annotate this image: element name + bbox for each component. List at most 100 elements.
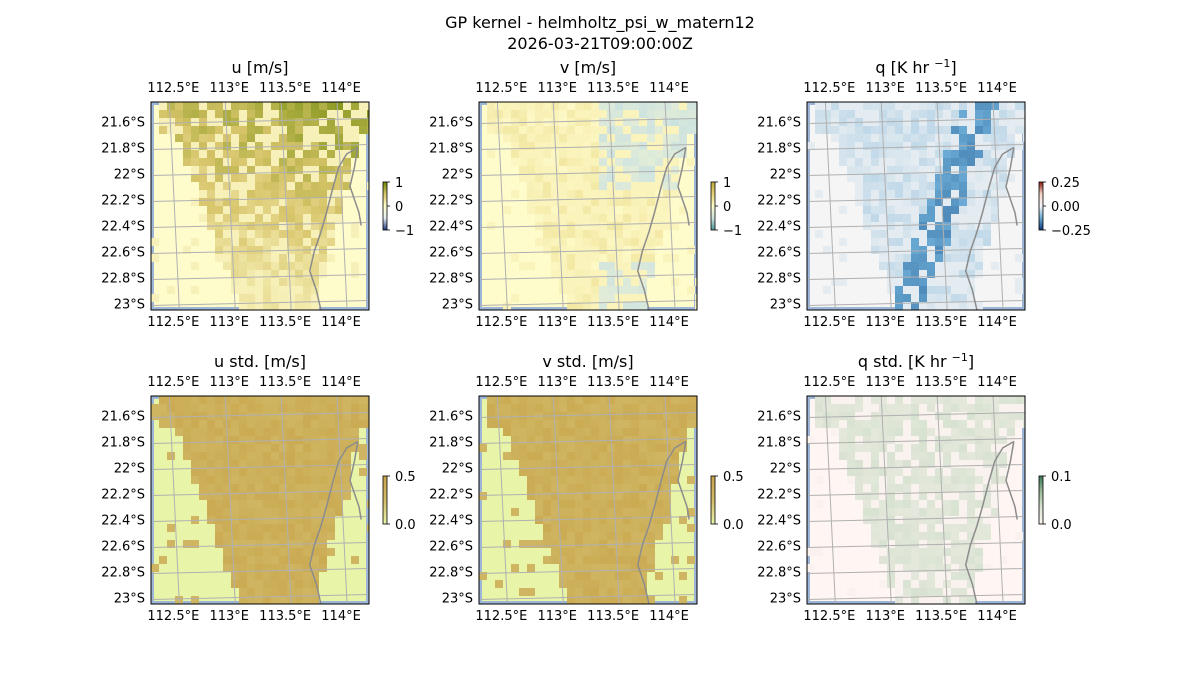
heatmap-cell bbox=[583, 278, 591, 286]
heatmap-cell bbox=[623, 254, 631, 262]
heatmap-cell bbox=[999, 452, 1007, 460]
heatmap-cell bbox=[551, 270, 559, 278]
heatmap-cell bbox=[207, 428, 215, 436]
heatmap-cell bbox=[663, 460, 671, 468]
grid-lat bbox=[807, 274, 1025, 280]
heatmap-cell bbox=[583, 246, 591, 254]
heatmap-cell bbox=[223, 206, 231, 214]
heatmap-cell bbox=[239, 150, 247, 158]
heatmap-cell bbox=[271, 142, 279, 150]
heatmap-cell bbox=[975, 182, 983, 190]
heatmap-cell bbox=[287, 270, 295, 278]
heatmap-cell bbox=[255, 102, 263, 110]
heatmap-cell bbox=[935, 580, 943, 588]
heatmap-cell bbox=[583, 174, 591, 182]
heatmap-cell bbox=[655, 126, 663, 134]
heatmap-cell bbox=[975, 404, 983, 412]
heatmap-cell bbox=[967, 182, 975, 190]
heatmap-cell bbox=[687, 396, 695, 404]
heatmap-cell bbox=[607, 206, 615, 214]
heatmap-cell bbox=[967, 230, 975, 238]
heatmap-cell bbox=[487, 396, 495, 404]
lon-tick-bottom: 114°E bbox=[977, 609, 1017, 624]
heatmap-cell bbox=[655, 412, 663, 420]
heatmap-cell bbox=[887, 460, 895, 468]
heatmap-cell bbox=[559, 246, 567, 254]
heatmap-cell bbox=[519, 396, 527, 404]
heatmap-cell bbox=[303, 548, 311, 556]
heatmap-cell bbox=[575, 484, 583, 492]
heatmap-cell bbox=[911, 532, 919, 540]
heatmap-cell bbox=[687, 556, 695, 564]
heatmap-cell bbox=[543, 142, 551, 150]
heatmap-cell bbox=[871, 468, 879, 476]
heatmap-cell bbox=[311, 118, 319, 126]
heatmap-cell bbox=[607, 222, 615, 230]
heatmap-cell bbox=[591, 294, 599, 302]
heatmap-cell bbox=[559, 278, 567, 286]
heatmap-cell bbox=[567, 516, 575, 524]
heatmap-cell bbox=[935, 508, 943, 516]
heatmap-cell bbox=[639, 532, 647, 540]
heatmap-cell bbox=[263, 404, 271, 412]
heatmap-cell bbox=[903, 230, 911, 238]
colorbar-tick-label: −1 bbox=[723, 224, 742, 239]
heatmap-cell bbox=[591, 102, 599, 110]
heatmap-cell bbox=[671, 190, 679, 198]
heatmap-cell bbox=[687, 286, 695, 294]
heatmap-cell bbox=[887, 564, 895, 572]
heatmap-cell bbox=[999, 428, 1007, 436]
heatmap-cell bbox=[551, 404, 559, 412]
heatmap-cell bbox=[327, 230, 335, 238]
heatmap-cell bbox=[951, 476, 959, 484]
heatmap-cell bbox=[247, 468, 255, 476]
heatmap-cell bbox=[687, 412, 695, 420]
heatmap-cell bbox=[551, 262, 559, 270]
heatmap-cell bbox=[623, 158, 631, 166]
heatmap-cell bbox=[623, 190, 631, 198]
heatmap-cell bbox=[655, 476, 663, 484]
heatmap-cell bbox=[327, 548, 335, 556]
heatmap-cell bbox=[367, 126, 369, 134]
heatmap-cell bbox=[919, 492, 927, 500]
heatmap-cell bbox=[263, 476, 271, 484]
heatmap-cell bbox=[959, 286, 967, 294]
heatmap-cell bbox=[903, 278, 911, 286]
heatmap-cell bbox=[887, 102, 895, 110]
heatmap-cell bbox=[623, 222, 631, 230]
heatmap-cell bbox=[599, 588, 607, 596]
lon-tick-bottom: 113.5°E bbox=[915, 315, 967, 330]
heatmap-cell bbox=[967, 532, 975, 540]
heatmap-cell bbox=[839, 102, 847, 110]
heatmap-cell bbox=[199, 484, 207, 492]
heatmap-cell bbox=[959, 516, 967, 524]
heatmap-cell bbox=[599, 126, 607, 134]
heatmap-v bbox=[479, 102, 697, 310]
heatmap-cell bbox=[639, 166, 647, 174]
heatmap-cell bbox=[871, 134, 879, 142]
heatmap-cell bbox=[1007, 444, 1015, 452]
heatmap-cell bbox=[615, 126, 623, 134]
heatmap-cell bbox=[927, 206, 935, 214]
heatmap-cell bbox=[575, 404, 583, 412]
heatmap-cell bbox=[215, 134, 223, 142]
heatmap-cell bbox=[655, 206, 663, 214]
lat-tick: 21.8°S bbox=[757, 142, 801, 157]
heatmap-cell bbox=[223, 404, 231, 412]
heatmap-cell bbox=[319, 158, 327, 166]
heatmap-cell bbox=[895, 412, 903, 420]
heatmap-cell bbox=[367, 420, 369, 428]
heatmap-cell bbox=[239, 412, 247, 420]
heatmap-cell bbox=[895, 230, 903, 238]
heatmap-cell bbox=[271, 444, 279, 452]
heatmap-cell bbox=[255, 206, 263, 214]
heatmap-cell bbox=[255, 500, 263, 508]
heatmap-cell bbox=[247, 214, 255, 222]
heatmap-cell bbox=[663, 198, 671, 206]
heatmap-cell bbox=[287, 460, 295, 468]
heatmap-cell bbox=[287, 572, 295, 580]
heatmap-cell bbox=[919, 246, 927, 254]
heatmap-cell bbox=[943, 564, 951, 572]
heatmap-cell bbox=[303, 580, 311, 588]
heatmap-cell bbox=[895, 222, 903, 230]
